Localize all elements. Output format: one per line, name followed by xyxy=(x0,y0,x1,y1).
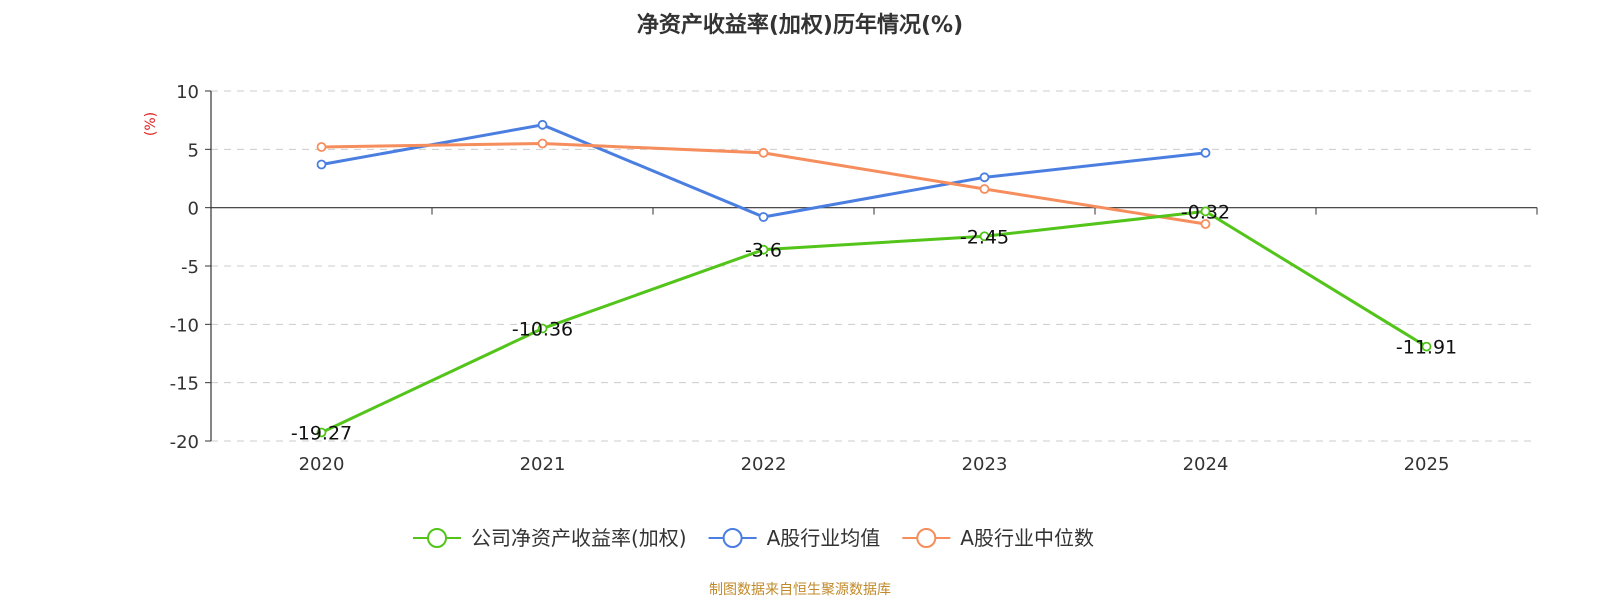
data-point[interactable] xyxy=(979,172,990,183)
grid-lines xyxy=(211,90,1537,442)
x-tick-label: 2024 xyxy=(1183,454,1229,475)
x-tick-label: 2021 xyxy=(520,454,566,475)
axes: 10 5 0 -5 -10 -15 -20 2020 2021 2022 2023 2024 2025 xyxy=(170,82,1538,475)
legend-marker xyxy=(722,528,743,548)
y-tick-label: 10 xyxy=(176,82,199,103)
data-label: -11.91 xyxy=(1396,337,1457,359)
data-label: -2.45 xyxy=(960,226,1009,248)
y-tick-label: -15 xyxy=(170,374,199,395)
data-point[interactable] xyxy=(758,212,769,222)
data-point[interactable] xyxy=(758,147,769,158)
data-point[interactable] xyxy=(537,119,548,130)
legend-marker xyxy=(916,528,937,548)
x-tick-label: 2025 xyxy=(1404,454,1450,475)
y-tick-label: 5 xyxy=(188,140,199,161)
data-label: -10.36 xyxy=(512,319,573,341)
data-point[interactable] xyxy=(316,159,327,170)
data-point[interactable] xyxy=(979,231,990,242)
legend-label: A股行业中位数 xyxy=(960,526,1094,550)
legend-item[interactable]: A股行业均值 xyxy=(708,526,881,550)
chart-title: 净资产收益率(加权)历年情况(%) xyxy=(637,12,963,38)
series-lines xyxy=(316,119,1432,438)
data-point[interactable] xyxy=(316,142,327,152)
legend[interactable]: 公司净资产收益率(加权) A股行业均值 A股行业中位数 xyxy=(413,526,1094,550)
data-labels: -19.27 -10.36 -3.6 -2.45 -0.32 -11.91 xyxy=(291,201,1457,444)
data-point[interactable] xyxy=(1200,206,1211,217)
legend-marker xyxy=(427,528,447,548)
source-note: 制图数据来自恒生聚源数据库 xyxy=(709,582,891,598)
data-label: -19.27 xyxy=(291,422,352,444)
y-tick-label: -10 xyxy=(170,315,199,336)
x-tick-label: 2022 xyxy=(741,454,787,475)
y-axis-unit-label: (%) xyxy=(143,112,159,136)
x-tick-label: 2023 xyxy=(962,454,1008,475)
data-point[interactable] xyxy=(758,244,769,255)
data-label: -3.6 xyxy=(745,240,782,262)
y-tick-label: -5 xyxy=(181,257,199,278)
data-point[interactable] xyxy=(537,323,548,334)
data-point[interactable] xyxy=(1421,341,1432,352)
y-tick-label: -20 xyxy=(170,432,199,453)
data-point[interactable] xyxy=(316,427,327,438)
legend-label: 公司净资产收益率(加权) xyxy=(471,526,687,550)
data-point[interactable] xyxy=(1200,147,1211,158)
legend-item[interactable]: 公司净资产收益率(加权) xyxy=(413,526,687,550)
y-tick-label: 0 xyxy=(188,199,199,220)
series-line xyxy=(320,209,1428,434)
legend-item[interactable]: A股行业中位数 xyxy=(902,526,1094,550)
data-label: -0.32 xyxy=(1181,201,1230,223)
legend-label: A股行业均值 xyxy=(767,526,881,550)
data-point[interactable] xyxy=(979,184,990,194)
x-tick-label: 2020 xyxy=(299,454,345,475)
data-point[interactable] xyxy=(537,138,548,149)
data-point[interactable] xyxy=(1200,219,1211,229)
